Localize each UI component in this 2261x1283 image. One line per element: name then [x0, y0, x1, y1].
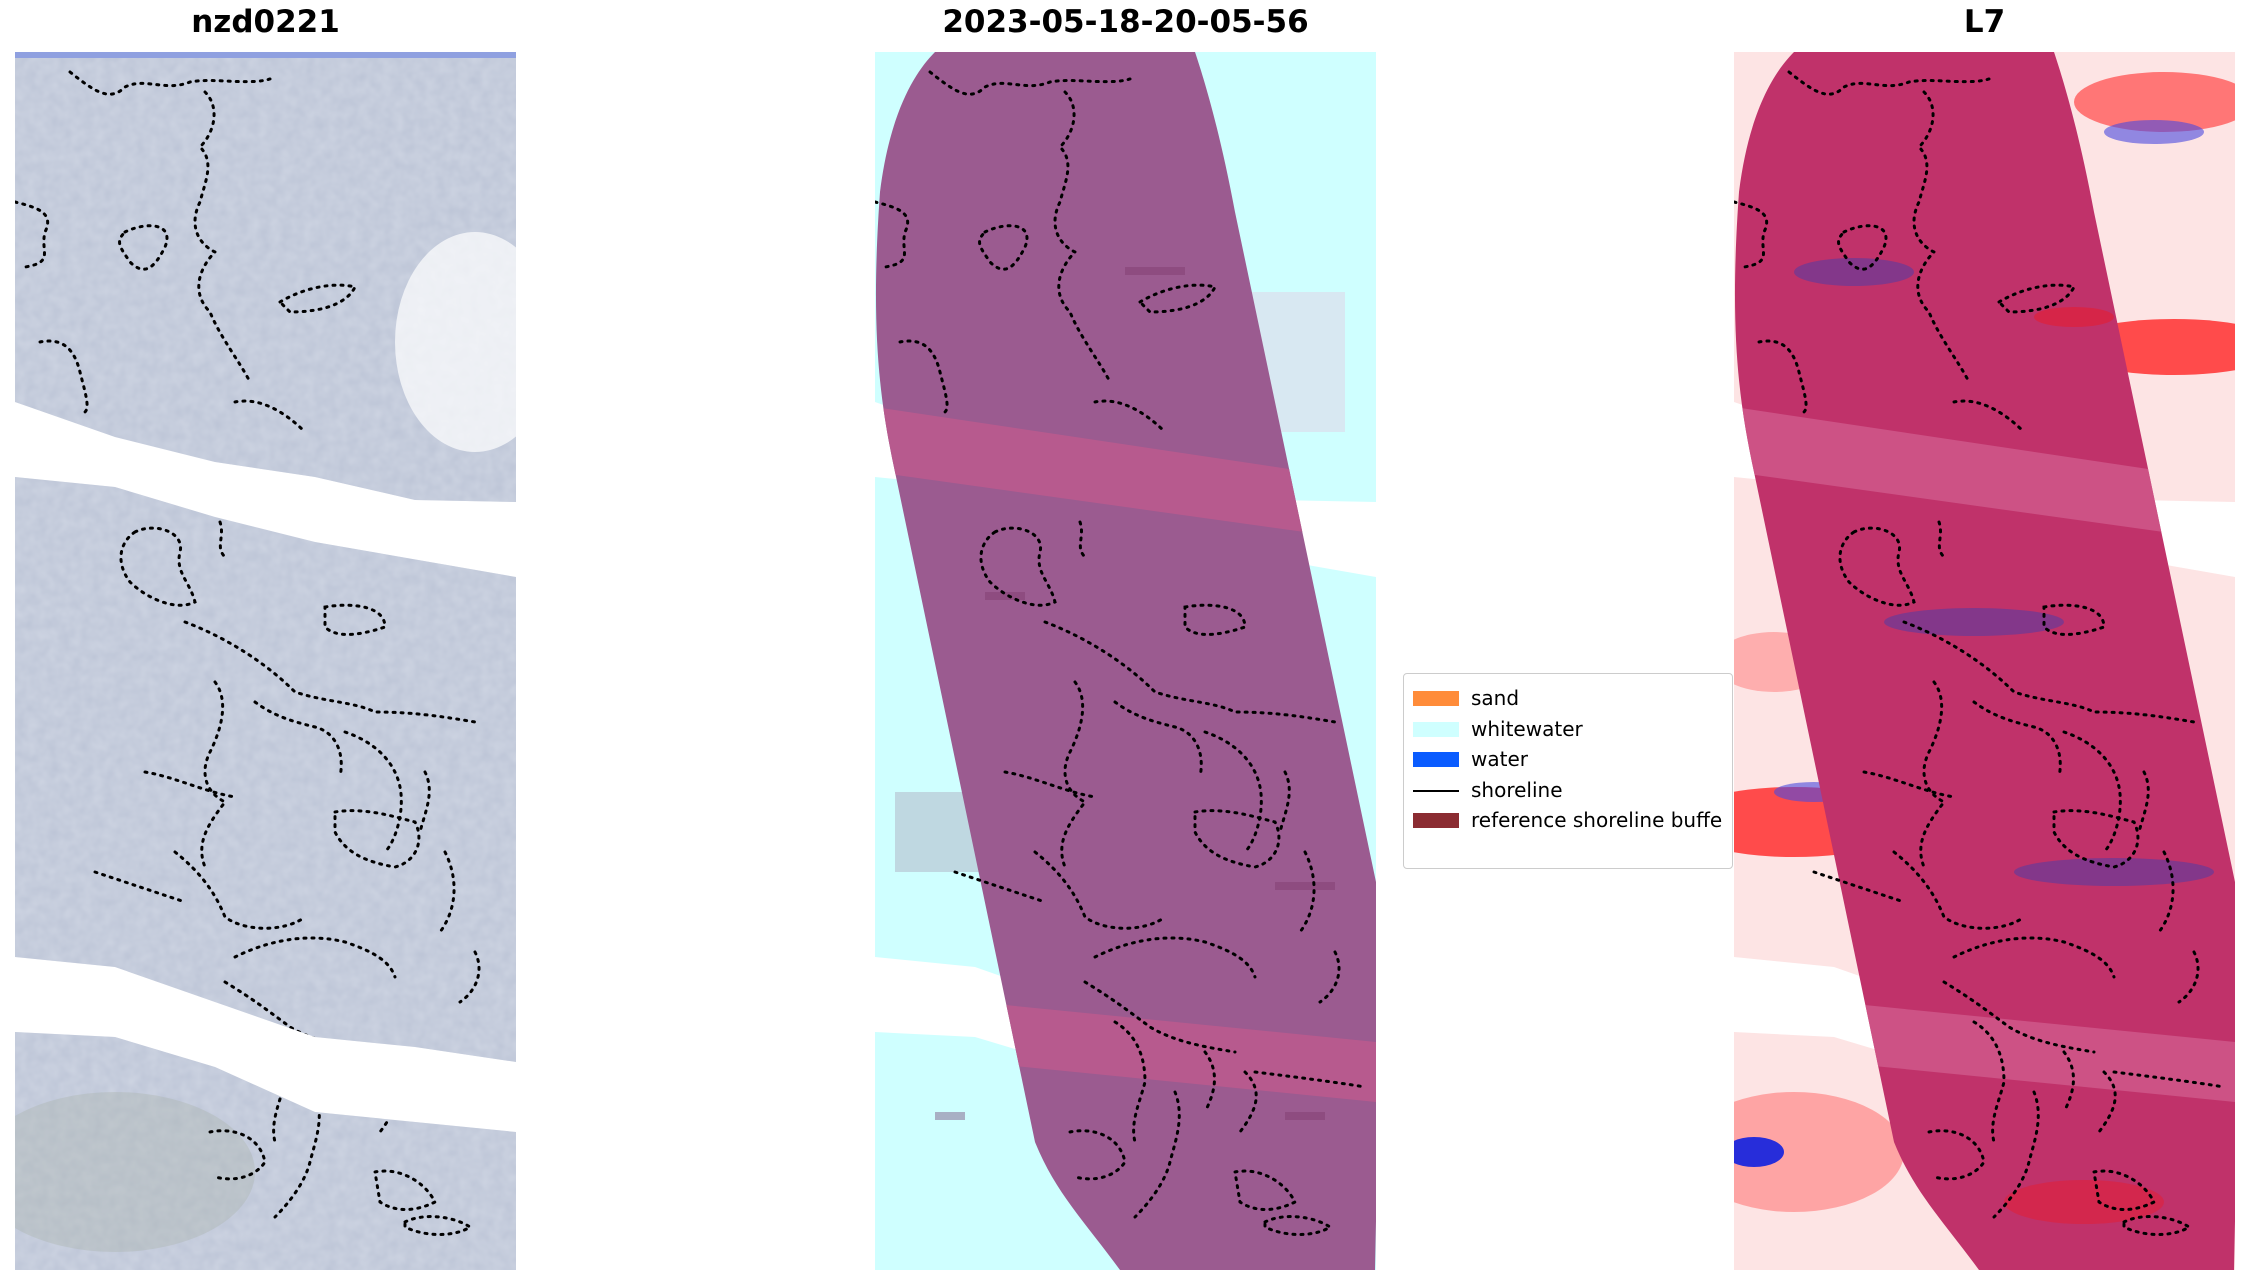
satellite-image-panel	[15, 52, 516, 1270]
legend-color-swatch	[1413, 691, 1459, 706]
classification-map-panel	[875, 52, 1376, 1270]
legend-color-swatch	[1413, 813, 1459, 828]
panel-title-middle: 2023-05-18-20-05-56	[942, 4, 1309, 40]
satellite-image	[15, 52, 516, 1270]
legend-label: whitewater	[1471, 716, 1583, 741]
legend-label: reference shoreline buffe	[1471, 808, 1723, 832]
legend-label: sand	[1471, 686, 1520, 710]
legend-color-swatch	[1413, 752, 1459, 767]
legend-line-swatch	[1413, 789, 1459, 792]
legend-label: shoreline	[1471, 777, 1563, 802]
legend-color-swatch	[1413, 721, 1459, 737]
panel-title-right: L7	[1963, 4, 2006, 40]
legend-item-water: water	[1404, 745, 1734, 773]
classification-map	[875, 52, 1376, 1270]
legend-label: water	[1471, 747, 1528, 771]
panel-title-left: nzd0221	[191, 4, 340, 40]
index-map-panel	[1734, 52, 2235, 1270]
legend-item-shoreline: shoreline	[1404, 776, 1734, 804]
legend-item-whitewater: whitewater	[1404, 715, 1734, 743]
index-map	[1734, 52, 2235, 1270]
legend: sand whitewater water shoreline reference sh…	[1403, 673, 1733, 869]
legend-item-reference-shoreline-buffe: reference shoreline buffe	[1404, 806, 1734, 834]
legend-item-sand: sand	[1404, 684, 1734, 712]
